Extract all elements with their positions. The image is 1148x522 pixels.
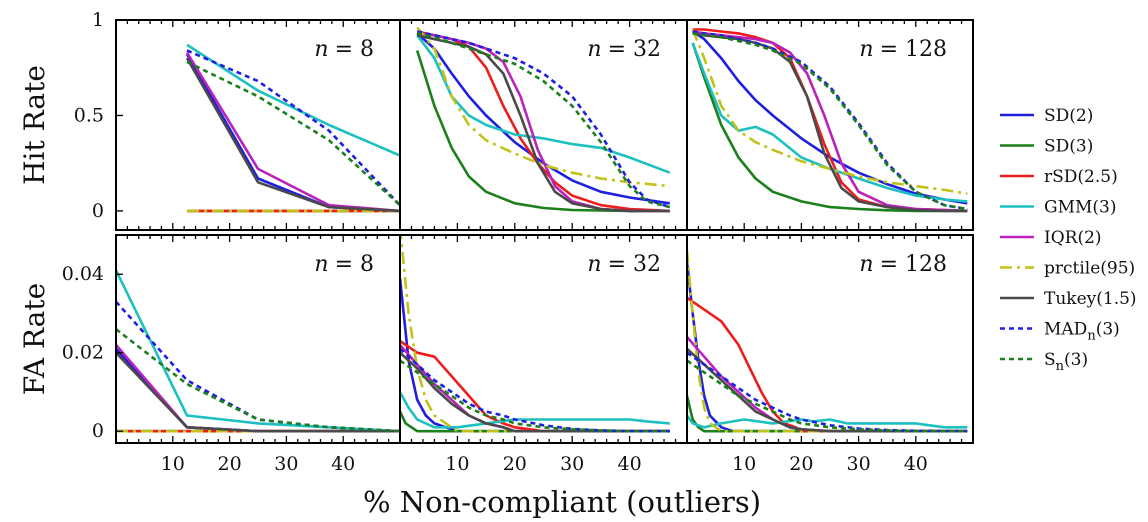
series-line-madn-3	[400, 347, 670, 433]
panel-r0-c1	[399, 19, 688, 231]
series-line-iqr-2	[687, 336, 968, 433]
panel-label: n = 8	[314, 252, 374, 277]
series-group	[687, 250, 968, 433]
legend: SD(2) SD(3) rSD(2.5) GMM(3) IQR(2) prctile(95…	[1000, 106, 1137, 374]
series-line-rsd-2-5	[400, 339, 670, 433]
panel-r1-c2	[686, 234, 974, 444]
x-tick-label: 30	[847, 453, 871, 475]
series-line-sd-2	[416, 32, 670, 205]
x-tick-label: 40	[618, 453, 642, 475]
panel-frame	[686, 234, 974, 444]
x-tick-label: 20	[218, 453, 242, 475]
series-line-gmm-3	[691, 42, 968, 203]
legend-item-sd-2: SD(2)	[1000, 106, 1093, 126]
series-line-tukey-1-5	[116, 351, 400, 433]
legend-label: SD(2)	[1044, 106, 1093, 126]
series-line-sd-2	[400, 278, 670, 433]
series-line-sn-3	[116, 328, 400, 433]
x-tick-label: 40	[331, 453, 355, 475]
legend-label: MADn(3)	[1044, 320, 1120, 344]
series-line-sd-2	[687, 262, 968, 433]
panel-r1-c1	[399, 234, 688, 444]
series-line-rsd-2-5	[687, 296, 968, 433]
legend-label: IQR(2)	[1044, 228, 1102, 248]
series-line-sn-3	[400, 359, 670, 433]
series-line-prctile-95	[687, 250, 968, 433]
series-line-madn-3	[186, 49, 400, 207]
legend-item-tukey-1-5: Tukey(1.5)	[1000, 289, 1137, 309]
y-tick-label: 0.02	[62, 342, 104, 364]
series-line-prctile-95	[416, 26, 670, 188]
legend-label: SD(3)	[1044, 137, 1093, 157]
series-group	[691, 28, 968, 213]
legend-item-madn-3: MADn(3)	[1000, 320, 1120, 344]
panel-label: n = 8	[314, 37, 374, 62]
series-line-tukey-1-5	[416, 34, 670, 213]
series-line-tukey-1-5	[687, 347, 968, 433]
series-line-tukey-1-5	[185, 57, 400, 213]
panel-frame	[686, 19, 974, 231]
series-line-gmm-3	[186, 43, 400, 157]
y-tick-label: 0.04	[62, 263, 104, 285]
panel-label: n = 128	[859, 252, 947, 277]
series-line-sn-3	[416, 32, 671, 209]
series-group	[415, 26, 671, 213]
legend-label: prctile(95)	[1044, 259, 1135, 279]
legend-label: GMM(3)	[1044, 198, 1116, 218]
series-line-tukey-1-5	[692, 32, 968, 213]
legend-item-gmm-3: GMM(3)	[1000, 198, 1116, 218]
series-line-madn-3	[692, 30, 968, 211]
series-line-madn-3	[116, 300, 400, 433]
series-group	[400, 235, 670, 433]
series-line-sn-3	[692, 32, 968, 211]
y-tick-label: 1	[92, 9, 104, 31]
series-line-madn-3	[416, 30, 671, 209]
panel-label: n = 128	[859, 37, 947, 62]
x-axis-title: % Non-compliant (outliers)	[363, 485, 761, 519]
labels-layer: 0 0.5 1 n = 8 n = 32 n = 128 0 0.02 0.04 10 20 30 40 n = …	[18, 9, 947, 475]
x-tick-label: 30	[560, 453, 584, 475]
legend-item-iqr-2: IQR(2)	[1000, 228, 1102, 248]
series-line-prctile-95	[691, 29, 968, 195]
x-tick-label: 40	[904, 453, 928, 475]
panel-label: n = 32	[587, 37, 661, 62]
legend-item-sd-3: SD(3)	[1000, 137, 1093, 157]
legend-label: Tukey(1.5)	[1044, 289, 1137, 309]
series-line-sd-2	[691, 30, 968, 205]
series-line-sd-2	[116, 347, 400, 433]
x-tick-label: 20	[789, 453, 813, 475]
x-tick-label: 10	[732, 453, 756, 475]
panel-label: n = 32	[587, 252, 661, 277]
series-line-iqr-2	[185, 51, 400, 213]
y-tick-label: 0	[92, 200, 104, 222]
legend-item-sn-3: Sn(3)	[1000, 350, 1088, 374]
y-axis-title: Hit Rate	[18, 65, 51, 185]
panel-r0-c0	[115, 19, 401, 231]
series-group	[185, 43, 400, 213]
legend-item-rsd-2-5: rSD(2.5)	[1000, 167, 1118, 187]
series-line-sn-3	[186, 60, 400, 207]
legend-label: Sn(3)	[1044, 350, 1088, 374]
legend-item-prctile-95: prctile(95)	[1000, 259, 1135, 279]
series-line-sn-3	[687, 359, 968, 433]
x-tick-label: 20	[503, 453, 527, 475]
series-line-gmm-3	[400, 391, 670, 429]
series-line-gmm-3	[116, 269, 400, 433]
series-group	[116, 269, 400, 433]
legend-label: rSD(2.5)	[1044, 167, 1118, 187]
y-tick-label: 0	[92, 420, 104, 442]
panels-layer	[115, 19, 974, 444]
x-tick-label: 30	[274, 453, 298, 475]
series-line-gmm-3	[687, 414, 968, 429]
x-tick-label: 10	[161, 453, 185, 475]
y-tick-label: 0.5	[74, 104, 104, 126]
x-tick-label: 10	[445, 453, 469, 475]
panel-r0-c2	[686, 19, 974, 231]
y-axis-title: FA Rate	[18, 283, 51, 395]
